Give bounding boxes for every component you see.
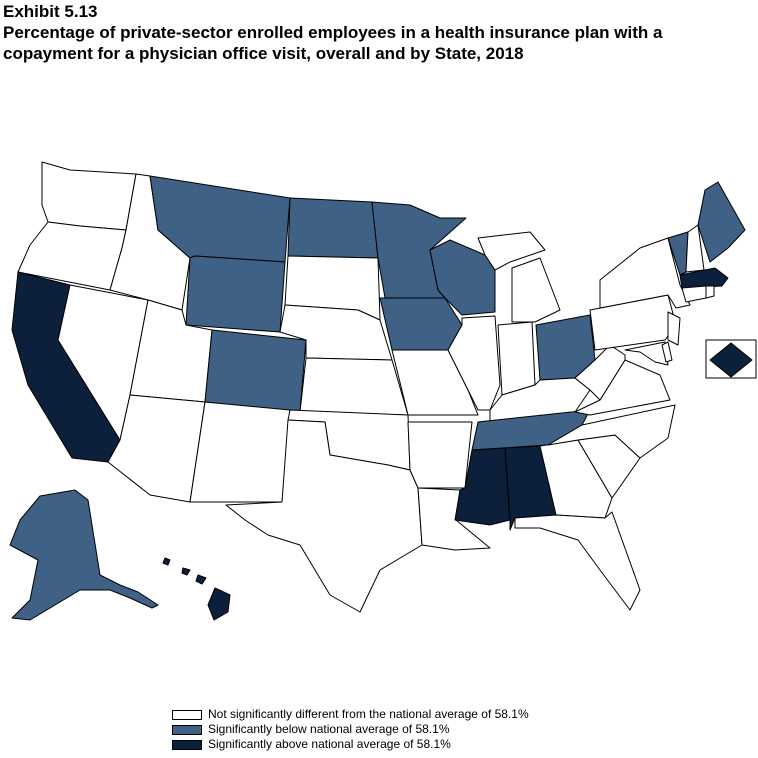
legend-swatch-below xyxy=(172,724,202,735)
legend-item: Not significantly different from the nat… xyxy=(172,707,529,722)
state-iowa[interactable] xyxy=(379,297,463,351)
state-illinois[interactable] xyxy=(447,315,501,411)
state-wyoming[interactable] xyxy=(185,255,286,333)
state-washington[interactable] xyxy=(41,161,137,231)
legend-label: Significantly below national average of … xyxy=(208,722,450,736)
us-state-map xyxy=(9,161,757,621)
state-indiana[interactable] xyxy=(497,321,536,396)
state-arkansas[interactable] xyxy=(407,421,473,489)
legend-item: Significantly below national average of … xyxy=(172,722,529,737)
state-north-carolina[interactable] xyxy=(547,404,676,459)
legend-item: Significantly above national average of … xyxy=(172,737,529,752)
state-new-jersey[interactable] xyxy=(667,311,681,346)
state-delaware[interactable] xyxy=(661,341,673,363)
state-hawaii[interactable] xyxy=(162,557,231,621)
state-alaska[interactable] xyxy=(9,489,159,621)
state-north-dakota[interactable] xyxy=(287,197,379,259)
state-rhode-island[interactable] xyxy=(705,285,715,299)
legend: Not significantly different from the nat… xyxy=(172,707,529,752)
state-connecticut[interactable] xyxy=(681,285,707,303)
state-massachusetts[interactable] xyxy=(679,267,729,289)
state-texas[interactable] xyxy=(225,419,423,613)
legend-swatch-above xyxy=(172,739,202,750)
state-florida[interactable] xyxy=(514,511,641,611)
legend-swatch-not-significant xyxy=(172,709,202,720)
legend-label: Significantly above national average of … xyxy=(208,737,451,751)
state-michigan[interactable] xyxy=(477,231,561,323)
state-new-york[interactable] xyxy=(599,237,691,309)
state-maryland[interactable] xyxy=(624,341,669,366)
state-missouri[interactable] xyxy=(391,349,479,416)
state-district-of-columbia[interactable] xyxy=(709,342,753,378)
legend-label: Not significantly different from the nat… xyxy=(208,707,529,721)
state-new-mexico[interactable] xyxy=(189,401,291,503)
map-title: Percentage of private-sector enrolled em… xyxy=(3,23,663,63)
state-maine[interactable] xyxy=(697,181,746,263)
state-colorado[interactable] xyxy=(204,329,307,413)
state-wisconsin[interactable] xyxy=(429,239,496,316)
exhibit-label: Exhibit 5.13 xyxy=(3,2,98,21)
state-kansas[interactable] xyxy=(299,357,409,416)
header: Exhibit 5.13 Percentage of private-secto… xyxy=(3,1,755,64)
state-west-virginia[interactable] xyxy=(574,344,626,401)
